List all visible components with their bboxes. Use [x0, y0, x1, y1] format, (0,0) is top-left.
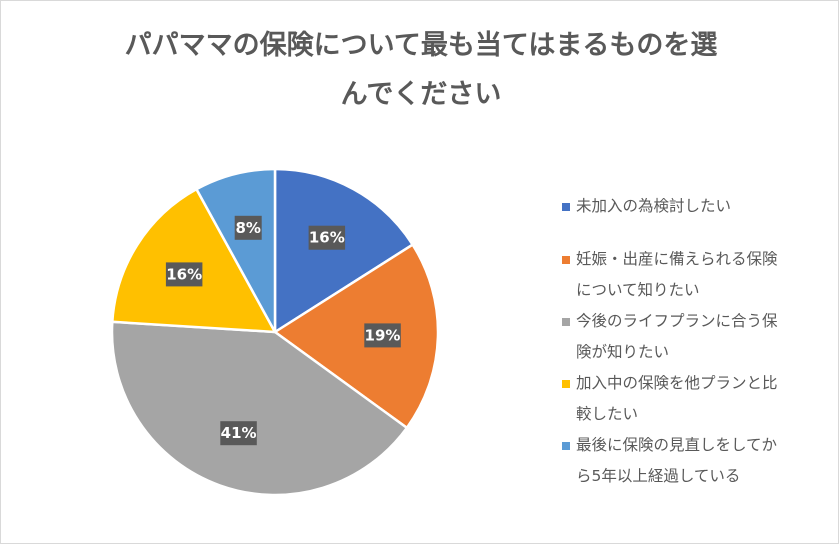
data-label-2: 19% — [364, 323, 401, 348]
pie-slice-4 — [110, 187, 278, 334]
legend-label-3-line-1: 今後のライフプランに合う保 — [576, 312, 778, 330]
data-label-box-3 — [220, 421, 257, 446]
legend: 未加入の為検討したい 妊娠・出産に備えられる保険 について知りたい 今後のライフプラン… — [562, 191, 827, 492]
data-label-text-5: 8% — [235, 219, 260, 237]
data-label-1: 16% — [308, 225, 346, 250]
legend-swatch-1 — [562, 203, 570, 211]
legend-label-4-line-1: 加入中の保険を他プランと比 — [576, 374, 778, 392]
legend-item-5: 最後に保険の見直しをしてか ら5年以上経過している — [562, 430, 827, 492]
legend-item-3: 今後のライフプランに合う保 険が知りたい — [562, 306, 827, 368]
data-label-box-4 — [165, 262, 203, 287]
pie-slice-1 — [273, 167, 415, 335]
legend-swatch-5 — [562, 442, 570, 450]
data-label-text-3: 41% — [221, 424, 257, 442]
data-label-text-2: 19% — [365, 326, 401, 344]
legend-item-2: 妊娠・出産に備えられる保険 について知りたい — [562, 244, 827, 306]
legend-item-1: 未加入の為検討したい — [562, 191, 827, 222]
legend-label-5-line-2: ら5年以上経過している — [576, 467, 741, 485]
data-label-box-1 — [308, 225, 346, 250]
legend-item-4: 加入中の保険を他プランと比 較したい — [562, 368, 827, 430]
chart-title: パパママの保険について最も当てはまるものを選 んでください — [61, 21, 781, 119]
chart-title-line-2: んでください — [340, 79, 502, 110]
legend-label-3-line-2: 険が知りたい — [576, 343, 670, 361]
legend-label-1-line-1: 未加入の為検討したい — [576, 197, 732, 215]
data-label-3: 41% — [220, 421, 257, 446]
data-label-box-5 — [234, 215, 262, 240]
pie-slice-2 — [272, 242, 440, 430]
data-label-text-4: 16% — [166, 265, 202, 283]
legend-swatch-2 — [562, 256, 570, 264]
data-label-box-2 — [364, 323, 401, 348]
legend-label-2-line-1: 妊娠・出産に備えられる保険 — [576, 250, 778, 268]
chart-title-line-1: パパママの保険について最も当てはまるものを選 — [124, 30, 718, 61]
data-label-text-1: 16% — [309, 229, 345, 247]
legend-label-5-line-1: 最後に保険の見直しをしてか — [576, 436, 778, 454]
legend-swatch-4 — [562, 380, 570, 388]
data-label-5: 8% — [234, 215, 262, 240]
data-label-4: 16% — [165, 262, 203, 287]
legend-label-2-line-2: について知りたい — [576, 281, 700, 299]
pie-slice-3 — [110, 320, 409, 497]
legend-label-4-line-2: 較したい — [576, 405, 639, 423]
legend-swatch-3 — [562, 318, 570, 326]
pie-slice-5 — [194, 167, 277, 333]
